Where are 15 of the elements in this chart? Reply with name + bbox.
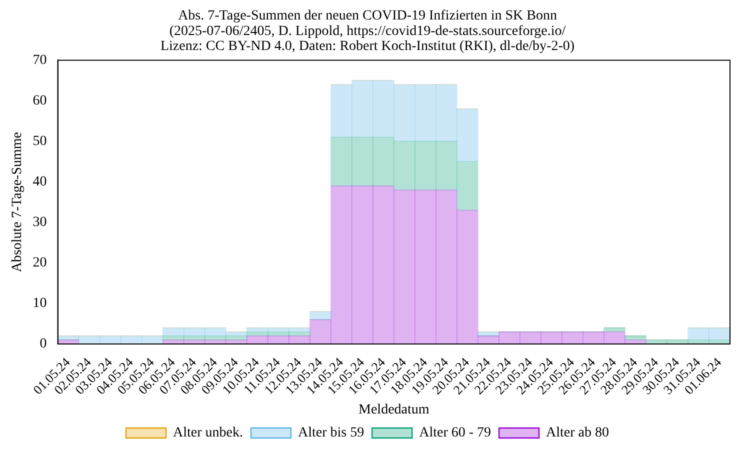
y-tick-label: 60 <box>32 93 47 108</box>
legend-label: Alter 60 - 79 <box>419 426 492 441</box>
legend-label: Alter bis 59 <box>298 426 364 441</box>
y-axis-title: Absolute 7-Tage-Summe <box>10 132 26 272</box>
chart-title: Abs. 7-Tage-Summen der neuen COVID-19 Infizierten in SK Bonn (2025-07-06/2405, D. Lippold, https://covid19-de-stats.sourceforge.io/ Lizenz: CC BY-ND 4.0, Daten: Robert Koch-Institut (RKI), dl-de/by-2-0) <box>160 8 575 54</box>
legend-label: Alter unbek. <box>173 426 243 441</box>
y-tick-label: 0 <box>40 336 47 352</box>
legend-label: Alter ab 80 <box>546 426 609 441</box>
y-tick-label: 10 <box>32 296 47 312</box>
y-tick-label: 20 <box>32 256 47 271</box>
x-axis-title: Meldedatum <box>358 402 430 418</box>
y-tick-label: 70 <box>32 52 47 68</box>
y-tick-label: 40 <box>32 174 47 190</box>
y-tick-label: 50 <box>32 134 47 149</box>
y-tick-label: 30 <box>32 215 47 230</box>
